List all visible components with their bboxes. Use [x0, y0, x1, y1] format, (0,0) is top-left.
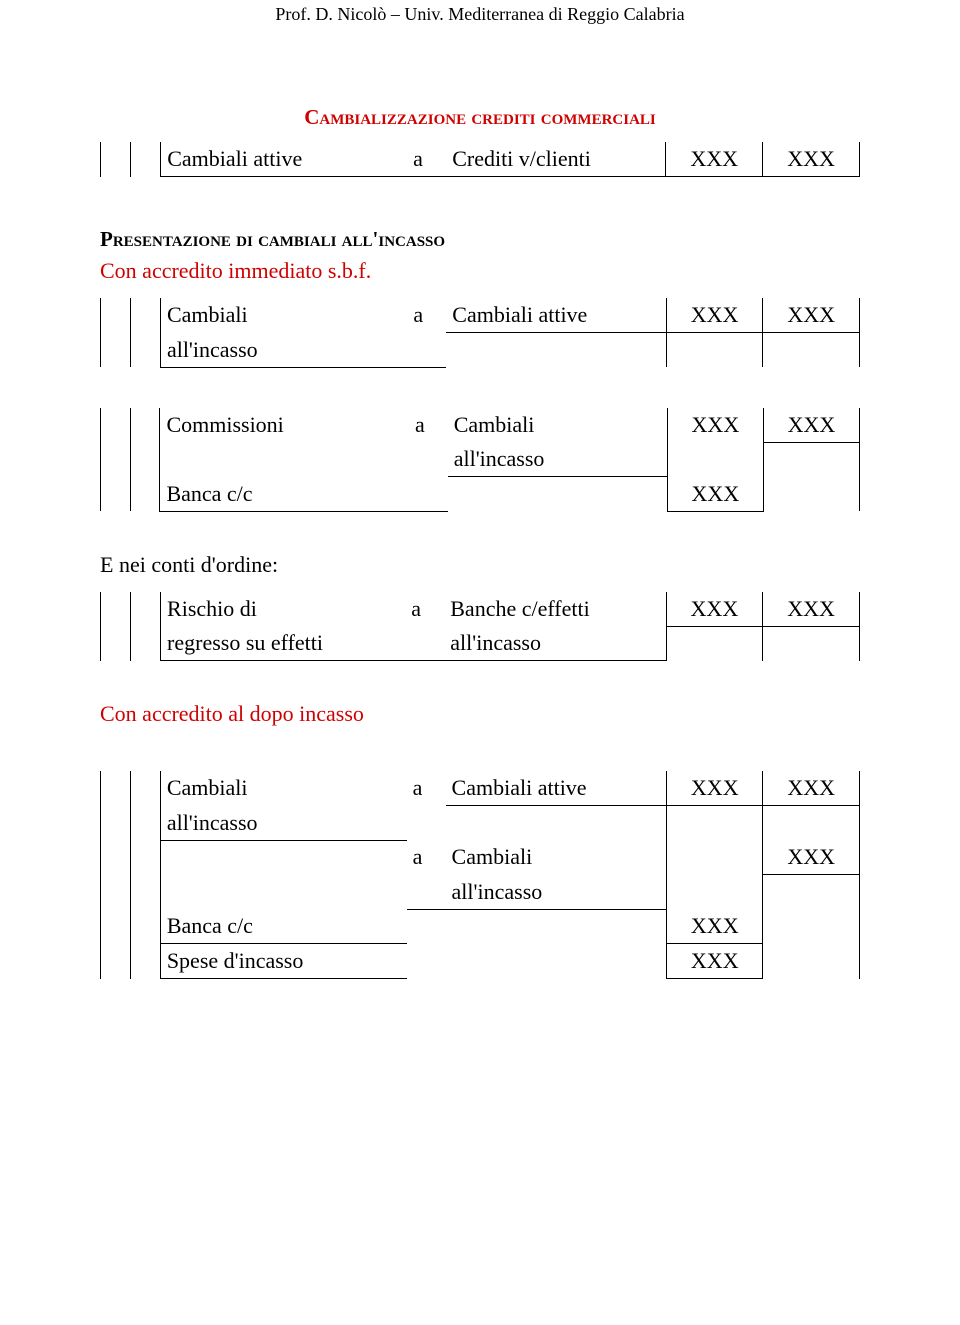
credit-account: Cambiali — [448, 408, 668, 443]
amount-debit: XXX — [667, 408, 763, 443]
amount-credit: XXX — [763, 408, 859, 443]
subtitle-presentazione: Presentazione di cambiali all'incasso — [100, 227, 860, 252]
credit-account: Cambiali attive — [446, 771, 667, 806]
journal-entry-4: Rischio di a Banche c/effetti XXX XXX re… — [100, 592, 860, 662]
debit-account-line2: regresso su effetti — [161, 626, 406, 661]
a-label: a — [407, 142, 446, 177]
amount-credit-2: XXX — [763, 840, 860, 875]
debit-account: Cambiali attive — [161, 142, 407, 177]
amount-debit: XXX — [666, 298, 763, 333]
a-label: a — [407, 771, 446, 806]
amount-credit: XXX — [763, 298, 860, 333]
title-cambializzazione: Cambializzazione crediti commerciali — [100, 105, 860, 130]
debit-account-3: Banca c/c — [160, 909, 406, 944]
debit-account: Cambiali — [160, 771, 406, 806]
credit-account-line2: all'incasso — [448, 442, 668, 477]
amount-debit: XXX — [667, 771, 763, 806]
amount-credit: XXX — [763, 771, 860, 806]
credit-account-2: Cambiali — [446, 840, 667, 875]
debit-account-line2: all'incasso — [160, 806, 406, 841]
amount-debit-4: XXX — [667, 944, 763, 979]
journal-entry-2: Cambiali a Cambiali attive XXX XXX all'i… — [100, 298, 860, 368]
amount-credit: XXX — [763, 142, 860, 177]
a-label: a — [405, 592, 444, 627]
debit-account-4: Spese d'incasso — [160, 944, 406, 979]
journal-entry-3: Commissioni a Cambiali XXX XXX all'incas… — [100, 408, 860, 512]
page-header: Prof. D. Nicolò – Univ. Mediterranea di … — [100, 4, 860, 25]
text-conti-ordine: E nei conti d'ordine: — [100, 552, 860, 578]
credit-account: Banche c/effetti — [444, 592, 666, 627]
credit-account: Cambiali attive — [446, 298, 666, 333]
debit-account-2: Banca c/c — [160, 477, 409, 512]
credit-account: Crediti v/clienti — [446, 142, 666, 177]
amount-debit: XXX — [666, 592, 763, 627]
amount-debit-3: XXX — [667, 909, 763, 944]
credit-account-line2: all'incasso — [444, 626, 666, 661]
credit-account-2-line2: all'incasso — [446, 875, 667, 910]
debit-account: Rischio di — [161, 592, 406, 627]
journal-entry-1: Cambiali attive a Crediti v/clienti XXX … — [100, 142, 860, 177]
debit-account: Cambiali — [160, 298, 407, 333]
a-label: a — [407, 298, 446, 333]
debit-account: Commissioni — [160, 408, 409, 443]
amount-debit: XXX — [666, 142, 763, 177]
a-label-2: a — [407, 840, 446, 875]
a-label: a — [409, 408, 448, 443]
red-accredito-sbf: Con accredito immediato s.b.f. — [100, 258, 860, 284]
red-accredito-dopo: Con accredito al dopo incasso — [100, 701, 860, 727]
debit-account-line2: all'incasso — [160, 333, 407, 368]
journal-entry-5: Cambiali a Cambiali attive XXX XXX all'i… — [100, 771, 860, 979]
amount-credit: XXX — [763, 592, 860, 627]
amount-debit-2: XXX — [667, 477, 763, 512]
